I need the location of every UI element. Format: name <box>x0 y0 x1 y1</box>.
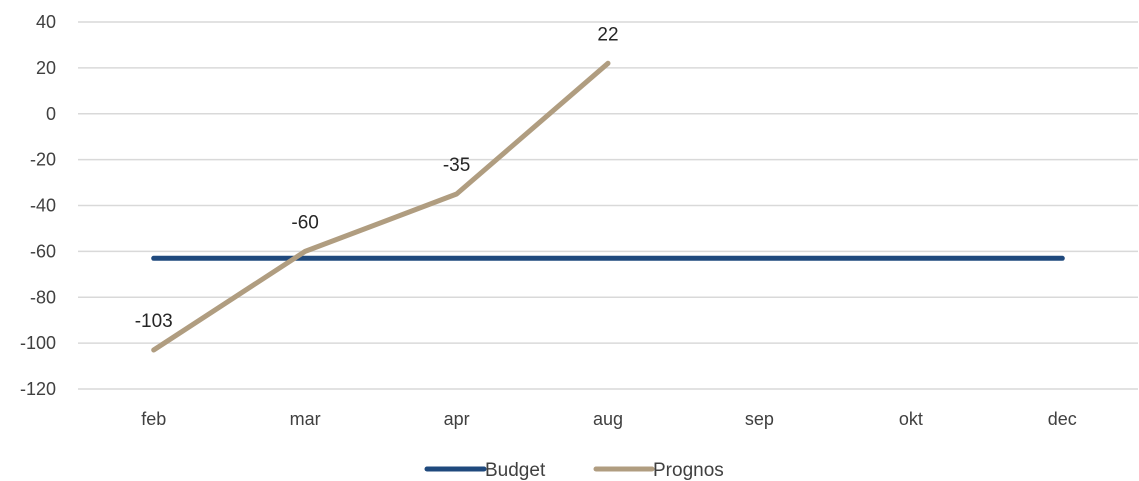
x-tick-label: okt <box>899 409 923 429</box>
data-label: -60 <box>291 212 318 233</box>
legend-label-prognos: Prognos <box>653 460 724 481</box>
series-line-prognos <box>151 60 611 353</box>
y-tick-label: -60 <box>30 241 56 261</box>
x-tick-label: aug <box>593 409 623 429</box>
legend: Budget Prognos <box>424 460 724 481</box>
series-lines <box>151 60 1065 353</box>
data-label: -103 <box>135 311 173 332</box>
y-tick-label: 20 <box>36 58 56 78</box>
y-tick-label: 40 <box>36 12 56 32</box>
x-axis-tick-labels: feb mar apr aug sep okt dec <box>141 409 1077 429</box>
y-tick-label: -120 <box>20 379 56 399</box>
y-axis-tick-labels: 40 20 0 -20 -40 -60 -80 -100 -120 <box>20 12 56 399</box>
y-tick-label: -80 <box>30 287 56 307</box>
data-label: 22 <box>597 24 618 45</box>
y-tick-label: -20 <box>30 150 56 170</box>
y-tick-label: 0 <box>46 104 56 124</box>
x-tick-label: feb <box>141 409 166 429</box>
x-tick-label: dec <box>1048 409 1077 429</box>
data-labels: -103 -60 -35 22 <box>135 24 619 332</box>
y-tick-label: -100 <box>20 333 56 353</box>
legend-label-budget: Budget <box>485 460 546 481</box>
x-tick-label: apr <box>444 409 470 429</box>
data-label: -35 <box>443 155 470 176</box>
x-tick-label: sep <box>745 409 774 429</box>
x-tick-label: mar <box>290 409 321 429</box>
gridlines <box>78 21 1138 390</box>
y-tick-label: -40 <box>30 196 56 216</box>
